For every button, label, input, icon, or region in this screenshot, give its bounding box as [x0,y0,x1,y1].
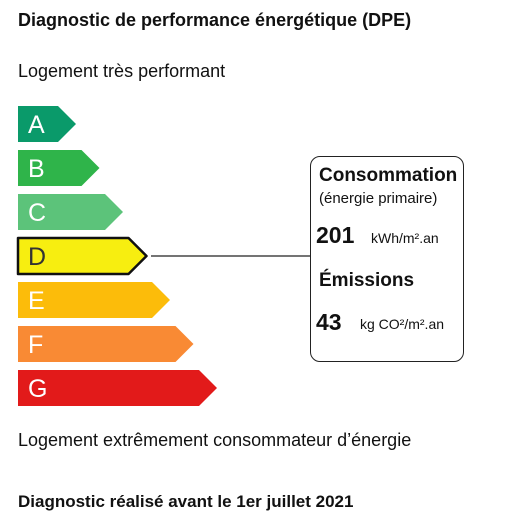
energy-class-letter-d: D [28,243,46,271]
diagnostic-date-note: Diagnostic réalisé avant le 1er juillet … [18,492,354,511]
consumption-sublabel: (énergie primaire) [319,190,438,207]
energy-class-bar-b [18,150,100,186]
emissions-value: 43 [316,309,342,335]
energy-class-bar-a [18,106,76,142]
energy-class-bar-g [18,370,217,406]
energy-class-bar-f [18,326,194,362]
energy-class-letter-c: C [28,199,46,227]
energy-class-letter-a: A [28,111,45,139]
energy-class-bar-c [18,194,123,230]
energy-class-letter-g: G [28,375,47,403]
consumption-unit: kWh/m².an [371,230,439,246]
performance-info-box: Consommation (énergie primaire) 201 kWh/… [310,156,464,362]
consumption-value: 201 [316,222,355,248]
emissions-label: Émissions [319,270,415,291]
energy-class-bar-d [16,236,148,276]
page-title: Diagnostic de performance énergétique (D… [18,10,412,30]
emissions-unit: kg CO²/m².an [360,316,445,332]
scale-bottom-label: Logement extrêmement consommateur d’éner… [18,430,412,450]
energy-class-letter-b: B [28,155,45,183]
energy-class-bar-e [18,282,170,318]
energy-class-letter-e: E [28,287,45,315]
consumption-label: Consommation [319,165,458,186]
energy-class-letter-f: F [28,331,43,359]
scale-top-label: Logement très performant [18,61,226,81]
